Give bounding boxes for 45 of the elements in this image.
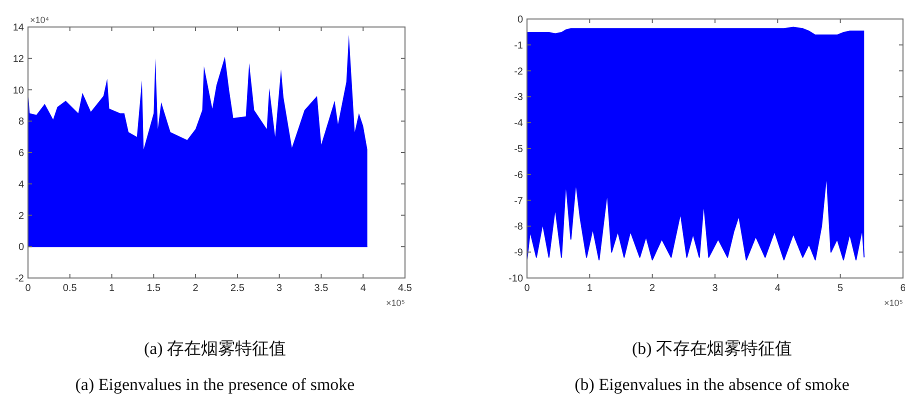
x-tick-label: 0.5 (62, 283, 78, 294)
text: (b) 不存在烟雾特征值 (632, 339, 792, 358)
line-series (526, 174, 865, 260)
x-tick-label: 4 (360, 283, 366, 294)
y-tick-label: 2 (18, 210, 24, 222)
y-tick-label: 6 (18, 148, 24, 159)
y-tick-label: 14 (12, 22, 24, 34)
y-tick-label: -2 (514, 66, 524, 78)
y-tick-label: 0 (18, 242, 24, 254)
text: (a) Eigenvalues in the presence of smoke (75, 375, 355, 394)
x-tick-label: 1 (108, 283, 115, 294)
text: ×10⁵ (386, 298, 406, 308)
y-tick-label: -2 (15, 274, 24, 284)
y-tick-label: -3 (514, 92, 524, 104)
x-tick-label: 5 (838, 283, 844, 294)
x-tick-label: 6 (900, 283, 905, 294)
text: ×10⁴ (30, 15, 50, 25)
x-tick-label: 2.5 (230, 283, 245, 294)
y-tick-label: -4 (514, 118, 524, 130)
y-tick-label: -5 (514, 144, 524, 155)
text: (b) Eigenvalues in the absence of smoke (574, 375, 850, 394)
y-tick-label: 10 (12, 85, 24, 96)
x-tick-label: 2 (192, 283, 199, 294)
x-tick-label: 1 (586, 283, 593, 294)
y-tick-label: 4 (18, 179, 24, 190)
text: (a) 存在烟雾特征值 (144, 339, 286, 358)
x-tick-label: 1.5 (146, 283, 162, 294)
y-tick-label: -9 (514, 248, 524, 259)
y-tick-label: 12 (12, 54, 24, 65)
x-tick-label: 3 (712, 283, 718, 294)
x-tick-label: 2 (650, 283, 656, 294)
y-tick-label: -10 (508, 274, 524, 284)
x-tick-label: 3 (276, 283, 283, 294)
y-tick-label: -6 (514, 170, 524, 181)
y-tick-label: 8 (18, 116, 24, 128)
x-tick-label: 3.5 (314, 283, 329, 294)
x-tick-label: 4 (774, 283, 781, 294)
y-tick-label: 0 (517, 14, 524, 26)
x-tick-label: 0 (524, 283, 530, 294)
text: ×10⁵ (884, 298, 904, 308)
x-tick-label: 4.5 (398, 283, 412, 294)
y-tick-label: -7 (514, 196, 524, 207)
y-tick-label: -8 (514, 222, 524, 233)
x-tick-label: 0 (25, 283, 32, 294)
y-tick-label: -1 (514, 40, 524, 52)
